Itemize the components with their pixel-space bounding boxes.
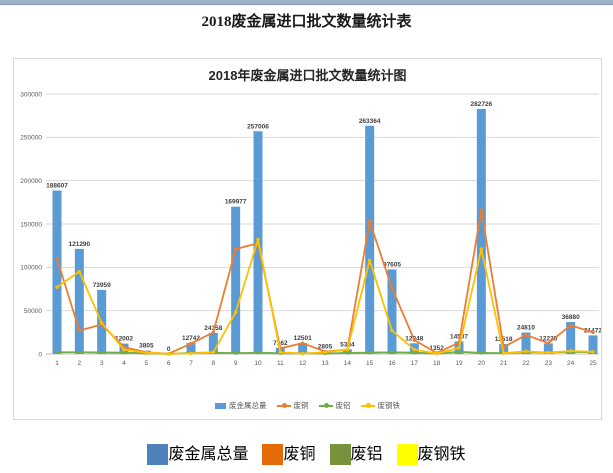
svg-text:20: 20 [478, 360, 486, 367]
color-swatch-icon [147, 444, 169, 465]
bottom-legend-label: 废金属总量 [168, 446, 249, 463]
svg-text:19: 19 [455, 360, 463, 367]
svg-text:50000: 50000 [24, 308, 42, 315]
svg-text:282726: 282726 [470, 101, 492, 108]
chart-legend-label: 废铝 [335, 401, 351, 410]
line-swatch-icon [318, 403, 333, 408]
svg-text:257006: 257006 [247, 123, 269, 130]
svg-text:12501: 12501 [294, 335, 312, 342]
svg-text:2805: 2805 [318, 344, 333, 351]
svg-text:18: 18 [433, 360, 441, 367]
color-swatch-icon [329, 444, 351, 465]
page-title: 2018废金属进口批文数量统计表 [201, 14, 412, 30]
svg-text:250000: 250000 [20, 135, 42, 142]
bottom-legend-item-copper: 废铜 [262, 444, 316, 465]
svg-text:200000: 200000 [20, 178, 42, 185]
chart-title: 2018年废金属进口批文数量统计图 [208, 68, 407, 83]
color-swatch-icon [396, 444, 418, 465]
svg-text:7162: 7162 [273, 340, 288, 347]
svg-text:17: 17 [411, 360, 419, 367]
svg-text:8: 8 [212, 360, 216, 367]
svg-text:14: 14 [344, 360, 352, 367]
bar-swatch-icon [215, 402, 226, 409]
svg-text:15: 15 [366, 360, 374, 367]
bottom-legend-item-steel: 废钢铁 [396, 444, 466, 465]
chart-legend-label: 废铜 [293, 401, 309, 410]
svg-text:12: 12 [299, 360, 307, 367]
svg-text:0: 0 [167, 346, 171, 353]
svg-text:12225: 12225 [539, 335, 557, 342]
bottom-legend-label: 废铝 [350, 446, 383, 463]
svg-text:11: 11 [277, 360, 284, 367]
chart-legend-item-steel: 废钢铁 [360, 400, 401, 411]
svg-text:150000: 150000 [20, 221, 42, 228]
window-top-strip [0, 0, 613, 5]
svg-text:25: 25 [589, 360, 597, 367]
bottom-legend-item-total: 废金属总量 [147, 444, 248, 465]
svg-text:11518: 11518 [495, 336, 513, 343]
svg-text:3805: 3805 [139, 343, 154, 350]
bottom-legend: 废金属总量 废铜 废铝 废钢铁 [0, 444, 613, 465]
svg-text:73959: 73959 [93, 282, 111, 289]
svg-text:7: 7 [189, 360, 193, 367]
svg-text:9: 9 [234, 360, 238, 367]
svg-text:3: 3 [100, 360, 104, 367]
svg-text:16: 16 [388, 360, 396, 367]
bottom-legend-label: 废钢铁 [417, 446, 466, 463]
svg-text:263364: 263364 [359, 118, 381, 125]
bottom-legend-label: 废铜 [283, 446, 316, 463]
chart-legend-label: 废金属总量 [229, 401, 267, 410]
svg-text:23: 23 [545, 360, 553, 367]
svg-text:6: 6 [167, 360, 171, 367]
svg-text:121290: 121290 [68, 241, 90, 248]
chart-panel[interactable]: 0 50000 100000 150000 200000 250000 300000 1 2 3 4… [13, 58, 602, 420]
svg-text:4: 4 [122, 360, 126, 367]
color-swatch-icon [262, 444, 284, 465]
svg-text:24: 24 [567, 360, 575, 367]
svg-text:300000: 300000 [20, 91, 42, 98]
svg-text:10: 10 [254, 360, 262, 367]
svg-text:12742: 12742 [182, 335, 200, 342]
svg-text:22: 22 [522, 360, 530, 367]
line-swatch-icon [276, 403, 291, 408]
bottom-legend-item-aluminum: 废铝 [329, 444, 383, 465]
svg-text:36880: 36880 [562, 314, 580, 321]
svg-text:21: 21 [500, 360, 508, 367]
svg-text:24810: 24810 [517, 324, 535, 331]
svg-text:100000: 100000 [20, 265, 42, 272]
svg-text:2: 2 [78, 360, 82, 367]
chart-legend: 废金属总量 废铜 废铝 废钢铁 [14, 400, 601, 411]
svg-text:169977: 169977 [225, 199, 247, 206]
svg-text:188607: 188607 [46, 183, 68, 190]
svg-text:97605: 97605 [383, 261, 401, 268]
svg-text:5: 5 [145, 360, 149, 367]
line-swatch-icon [360, 403, 375, 408]
chart-legend-item-total: 废金属总量 [215, 400, 267, 411]
svg-text:12002: 12002 [115, 336, 133, 343]
chart-legend-item-aluminum: 废铝 [318, 400, 351, 411]
svg-text:0: 0 [38, 351, 42, 358]
svg-text:1352: 1352 [429, 345, 444, 352]
svg-text:13: 13 [321, 360, 329, 367]
chart-legend-item-copper: 废铜 [276, 400, 309, 411]
chart-legend-label: 废钢铁 [377, 401, 401, 410]
svg-text:1: 1 [55, 360, 59, 367]
